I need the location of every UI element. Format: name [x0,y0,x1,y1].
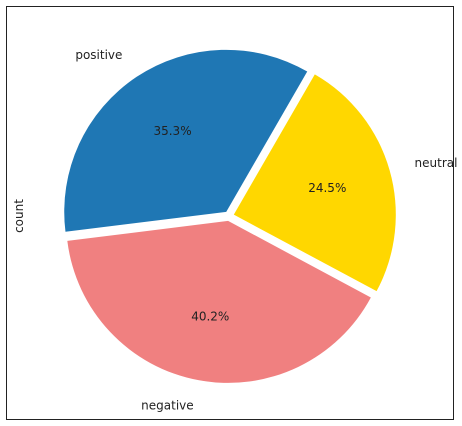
category-label-negative: negative [141,399,193,413]
pie-slice-neutral [233,74,396,292]
pie-slice-negative [67,220,371,383]
pct-label-negative: 40.2% [191,309,229,323]
pct-label-neutral: 24.5% [308,181,346,195]
pct-label-positive: 35.3% [153,124,191,138]
category-label-positive: positive [75,48,122,62]
pie-slice-positive [64,49,308,232]
y-axis-label: count [12,199,26,233]
category-label-neutral: neutral [415,156,458,170]
